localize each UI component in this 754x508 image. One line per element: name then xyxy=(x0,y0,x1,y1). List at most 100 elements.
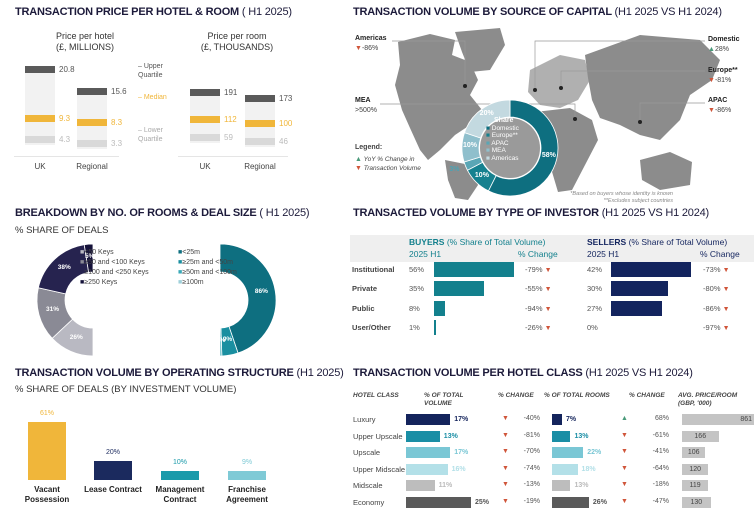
down-arrow-icon: ▼ xyxy=(722,286,730,293)
sellers-bar xyxy=(611,301,663,316)
volume-change: -70% xyxy=(523,448,540,456)
buyers-change-header: % Change xyxy=(518,249,558,259)
volume-bar xyxy=(406,447,451,459)
half-donut-label: 9% xyxy=(222,336,233,344)
hotelclass-title-main: TRANSACTION VOLUME PER HOTEL CLASS xyxy=(353,367,583,379)
donut-slice-label: 58% xyxy=(541,152,556,160)
investor-type-label: Institutional xyxy=(352,265,395,274)
region-change-value: -86% xyxy=(714,107,732,114)
quartile-value: 4.3 xyxy=(59,134,71,144)
share-legend-title: Share xyxy=(494,117,514,124)
region-name-americas: Americas xyxy=(355,35,387,42)
operating-title-main: TRANSACTION VOLUME BY OPERATING STRUCTUR… xyxy=(15,367,294,379)
sellers-period: 2025 H1 xyxy=(587,249,620,259)
sellers-share: 42% xyxy=(587,265,603,274)
avg-price-bar: 861 xyxy=(682,414,754,425)
operating-category: Management Contract xyxy=(155,485,205,504)
quartile-marker-lower-quartile xyxy=(77,140,107,147)
legend-label: ≥25m and <50m xyxy=(182,259,233,266)
quartile-value: 46 xyxy=(279,137,288,147)
region-change-value: -81% xyxy=(714,77,732,84)
hotel-class-label: Upscale xyxy=(353,448,381,458)
donut-slice-0 xyxy=(487,99,559,197)
down-arrow-icon: ▼ xyxy=(502,481,509,489)
quartile-marker-median xyxy=(25,114,55,122)
hotel-class-label: Luxury xyxy=(353,415,376,424)
deal-size-legend: ■<25m ■≥25m and <50m ■≥50m and <100m ■≥100m xyxy=(178,248,237,288)
down-arrow-icon: ▼ xyxy=(621,498,628,505)
down-arrow-icon: ▼ xyxy=(708,77,715,84)
room-chart-unit: (£, THOUSANDS) xyxy=(200,42,274,52)
quartile-value: 191 xyxy=(224,88,238,98)
down-arrow-icon: ▼ xyxy=(621,448,628,456)
breakdown-title: BREAKDOWN BY NO. OF ROOMS & DEAL SIZE ( … xyxy=(15,207,310,219)
buyers-share: 35% xyxy=(409,284,425,293)
breakdown-subtitle: % SHARE OF DEALS xyxy=(15,225,109,236)
hotel-class-label: Upper Upscale xyxy=(353,431,403,441)
investor-header-band xyxy=(350,235,754,262)
half-donut-label: 31% xyxy=(45,306,59,314)
legend-label: ≥250 Keys xyxy=(84,279,118,286)
half-donut-slice-3 xyxy=(83,243,94,273)
rooms-half-donut xyxy=(36,243,94,357)
donut-slice-label: 20% xyxy=(479,110,494,118)
share-legend-label: MEA xyxy=(491,147,506,154)
legend-label: ≥50m and <100m xyxy=(182,269,237,276)
legend-upper-label: Upper Quartile xyxy=(138,63,163,79)
region-change-value: >500% xyxy=(355,107,377,114)
quartile-marker-upper-quartile xyxy=(77,87,107,95)
region-change: ▼-86% xyxy=(708,107,731,114)
volume-bar xyxy=(406,430,440,442)
legend-swatch-icon: ■ xyxy=(486,124,490,132)
avg-price-bar: 119 xyxy=(682,480,709,492)
buyers-bar xyxy=(434,281,485,296)
rooms-bar xyxy=(552,463,578,475)
sellers-change-header: % Change xyxy=(700,249,740,259)
avg-price-bar: 130 xyxy=(682,497,711,508)
half-donut-label: 38% xyxy=(57,264,71,272)
legend-swatch-icon: ■ xyxy=(486,139,490,147)
capital-title: TRANSACTION VOLUME BY SOURCE OF CAPITAL … xyxy=(353,6,722,18)
down-arrow-icon: ▼ xyxy=(708,107,715,114)
region-change-value: -86% xyxy=(361,45,379,52)
down-arrow-icon: ▼ xyxy=(544,267,552,274)
hotel-axis-line xyxy=(14,156,119,157)
sellers-share-label: (% Share of Total Volume) xyxy=(628,237,728,247)
operating-value: 61% xyxy=(39,410,54,418)
share-legend-item: ■ Europe** xyxy=(486,132,519,140)
investor-type-label: Private xyxy=(352,284,378,293)
volume-value: 25% xyxy=(475,499,490,506)
legend-lower-label: Lower Quartile xyxy=(138,127,163,143)
down-arrow-icon: ▼ xyxy=(621,481,628,489)
legend-item: ■<25m xyxy=(178,248,237,258)
rooms-legend: ■<50 Keys ■≥50 and <100 Keys ■≥100 and <25… xyxy=(80,248,149,288)
quartile-value: 20.8 xyxy=(59,64,75,74)
operating-category: Franchise Agreement xyxy=(226,485,268,504)
volume-bar xyxy=(406,463,448,475)
world-map xyxy=(395,28,720,200)
sellers-share: 27% xyxy=(587,304,603,313)
quartile-marker-upper-quartile xyxy=(25,65,55,73)
donut-slice-label: 3% xyxy=(449,165,460,173)
buyers-share: 1% xyxy=(409,323,420,332)
rooms-change: -64% xyxy=(652,464,669,472)
region-change: ▼-81% xyxy=(708,77,731,84)
sellers-label: SELLERS xyxy=(587,237,627,247)
greenland-shape xyxy=(455,28,505,72)
legend-up-row: ▲ YoY % Change in xyxy=(355,155,421,164)
volume-value: 17% xyxy=(454,416,469,423)
investor-type-label: Public xyxy=(352,304,375,313)
volume-change: -81% xyxy=(523,431,540,439)
volume-value: 17% xyxy=(454,449,469,457)
share-legend-item: ■ Domestic xyxy=(486,125,519,133)
region-name-europe: Europe** xyxy=(708,67,738,74)
deal-size-half-donut xyxy=(219,243,277,357)
volume-change: -19% xyxy=(523,498,540,505)
quartile-value: 59 xyxy=(224,132,233,142)
quartile-marker-lower-quartile xyxy=(25,135,55,143)
legend-swatch-icon: ■ xyxy=(80,279,85,286)
operating-bar xyxy=(161,470,199,480)
legend-label: ≥100m xyxy=(182,279,204,286)
rooms-value: 18% xyxy=(581,465,596,473)
